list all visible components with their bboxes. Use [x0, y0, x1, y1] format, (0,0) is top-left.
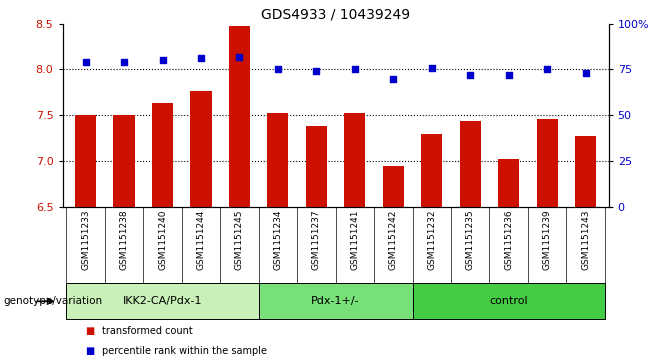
- Point: [272, 66, 283, 72]
- Text: percentile rank within the sample: percentile rank within the sample: [102, 346, 267, 356]
- Text: Pdx-1+/-: Pdx-1+/-: [311, 296, 360, 306]
- Point: [349, 66, 360, 72]
- Point: [234, 54, 245, 60]
- Bar: [75, 115, 96, 207]
- Point: [388, 76, 399, 81]
- Bar: [421, 134, 442, 207]
- Bar: [190, 90, 211, 207]
- Point: [426, 65, 437, 70]
- Bar: [267, 113, 288, 207]
- Point: [119, 59, 130, 65]
- Point: [542, 66, 552, 72]
- Point: [80, 59, 91, 65]
- Bar: [152, 103, 173, 207]
- Bar: [229, 26, 250, 207]
- Text: transformed count: transformed count: [102, 326, 193, 336]
- Bar: [259, 283, 413, 319]
- Bar: [66, 283, 259, 319]
- Bar: [498, 159, 519, 207]
- Bar: [575, 136, 596, 207]
- Point: [157, 57, 168, 63]
- Bar: [306, 126, 327, 207]
- Bar: [344, 113, 365, 207]
- Text: IKK2-CA/Pdx-1: IKK2-CA/Pdx-1: [123, 296, 202, 306]
- Point: [311, 68, 322, 74]
- Text: genotype/variation: genotype/variation: [3, 296, 103, 306]
- Point: [465, 72, 476, 78]
- Point: [503, 72, 514, 78]
- Text: ■: ■: [86, 326, 95, 336]
- Title: GDS4933 / 10439249: GDS4933 / 10439249: [261, 7, 410, 21]
- Bar: [383, 166, 404, 207]
- Text: ■: ■: [86, 346, 95, 356]
- Text: control: control: [490, 296, 528, 306]
- Bar: [460, 121, 481, 207]
- Point: [195, 56, 206, 61]
- Bar: [536, 119, 558, 207]
- Bar: [413, 283, 605, 319]
- Point: [580, 70, 591, 76]
- Bar: [113, 115, 135, 207]
